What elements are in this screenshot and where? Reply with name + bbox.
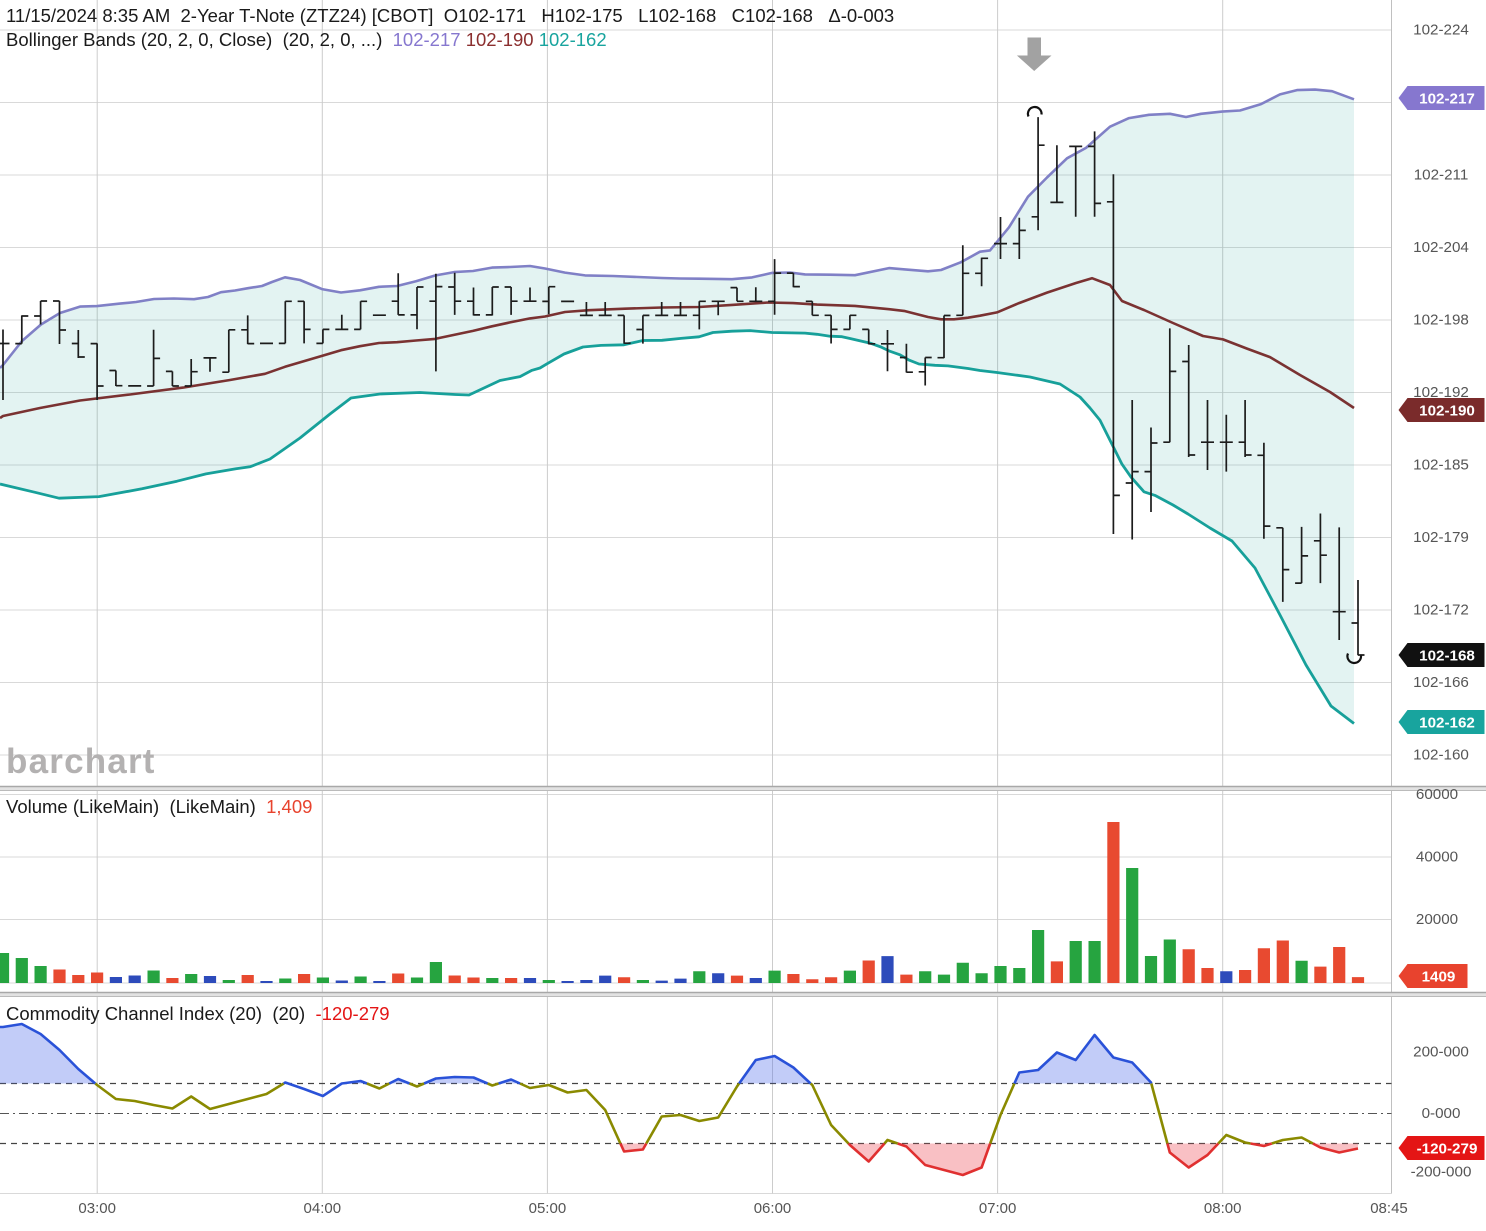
svg-text:102-211: 102-211 [1414, 167, 1469, 184]
svg-text:05:00: 05:00 [529, 1200, 567, 1217]
svg-text:200-000: 200-000 [1413, 1044, 1469, 1061]
svg-text:102-172: 102-172 [1413, 602, 1469, 619]
svg-text:Bollinger Bands (20, 2, 0, Clo: Bollinger Bands (20, 2, 0, Close) (20, 2… [6, 29, 607, 50]
svg-text:Volume (LikeMain) (LikeMain): Volume (LikeMain) (LikeMain) 1,409 [6, 796, 312, 817]
svg-text:102-166: 102-166 [1413, 674, 1469, 691]
svg-text:07:00: 07:00 [979, 1200, 1017, 1217]
svg-text:102-168: 102-168 [1419, 647, 1475, 664]
svg-text:40000: 40000 [1416, 849, 1458, 866]
svg-text:102-204: 102-204 [1413, 239, 1469, 256]
svg-text:-200-000: -200-000 [1411, 1164, 1472, 1181]
svg-text:102-224: 102-224 [1413, 22, 1469, 39]
svg-text:102-185: 102-185 [1413, 457, 1469, 474]
svg-text:-120-279: -120-279 [1417, 1140, 1478, 1157]
svg-text:102-198: 102-198 [1413, 312, 1469, 329]
svg-text:08:00: 08:00 [1204, 1200, 1242, 1217]
svg-text:102-179: 102-179 [1413, 529, 1469, 546]
svg-text:barchart: barchart [6, 742, 156, 781]
svg-text:102-192: 102-192 [1413, 384, 1469, 401]
svg-text:0-000: 0-000 [1422, 1105, 1461, 1122]
svg-text:1409: 1409 [1422, 968, 1456, 985]
svg-text:Commodity Channel Index (20): Commodity Channel Index (20) (20) -120-2… [6, 1003, 390, 1024]
svg-text:06:00: 06:00 [754, 1200, 792, 1217]
svg-text:60000: 60000 [1416, 786, 1458, 803]
svg-text:08:45: 08:45 [1370, 1200, 1408, 1217]
svg-text:03:00: 03:00 [78, 1200, 116, 1217]
svg-text:102-190: 102-190 [1419, 402, 1475, 419]
svg-text:11/15/2024 8:35 AM 2-Year T-N: 11/15/2024 8:35 AM 2-Year T-Note (ZTZ24)… [6, 5, 894, 26]
svg-text:102-162: 102-162 [1419, 714, 1475, 731]
svg-text:04:00: 04:00 [304, 1200, 342, 1217]
svg-text:102-160: 102-160 [1413, 747, 1469, 764]
svg-text:102-217: 102-217 [1419, 90, 1475, 107]
svg-text:20000: 20000 [1416, 911, 1458, 928]
